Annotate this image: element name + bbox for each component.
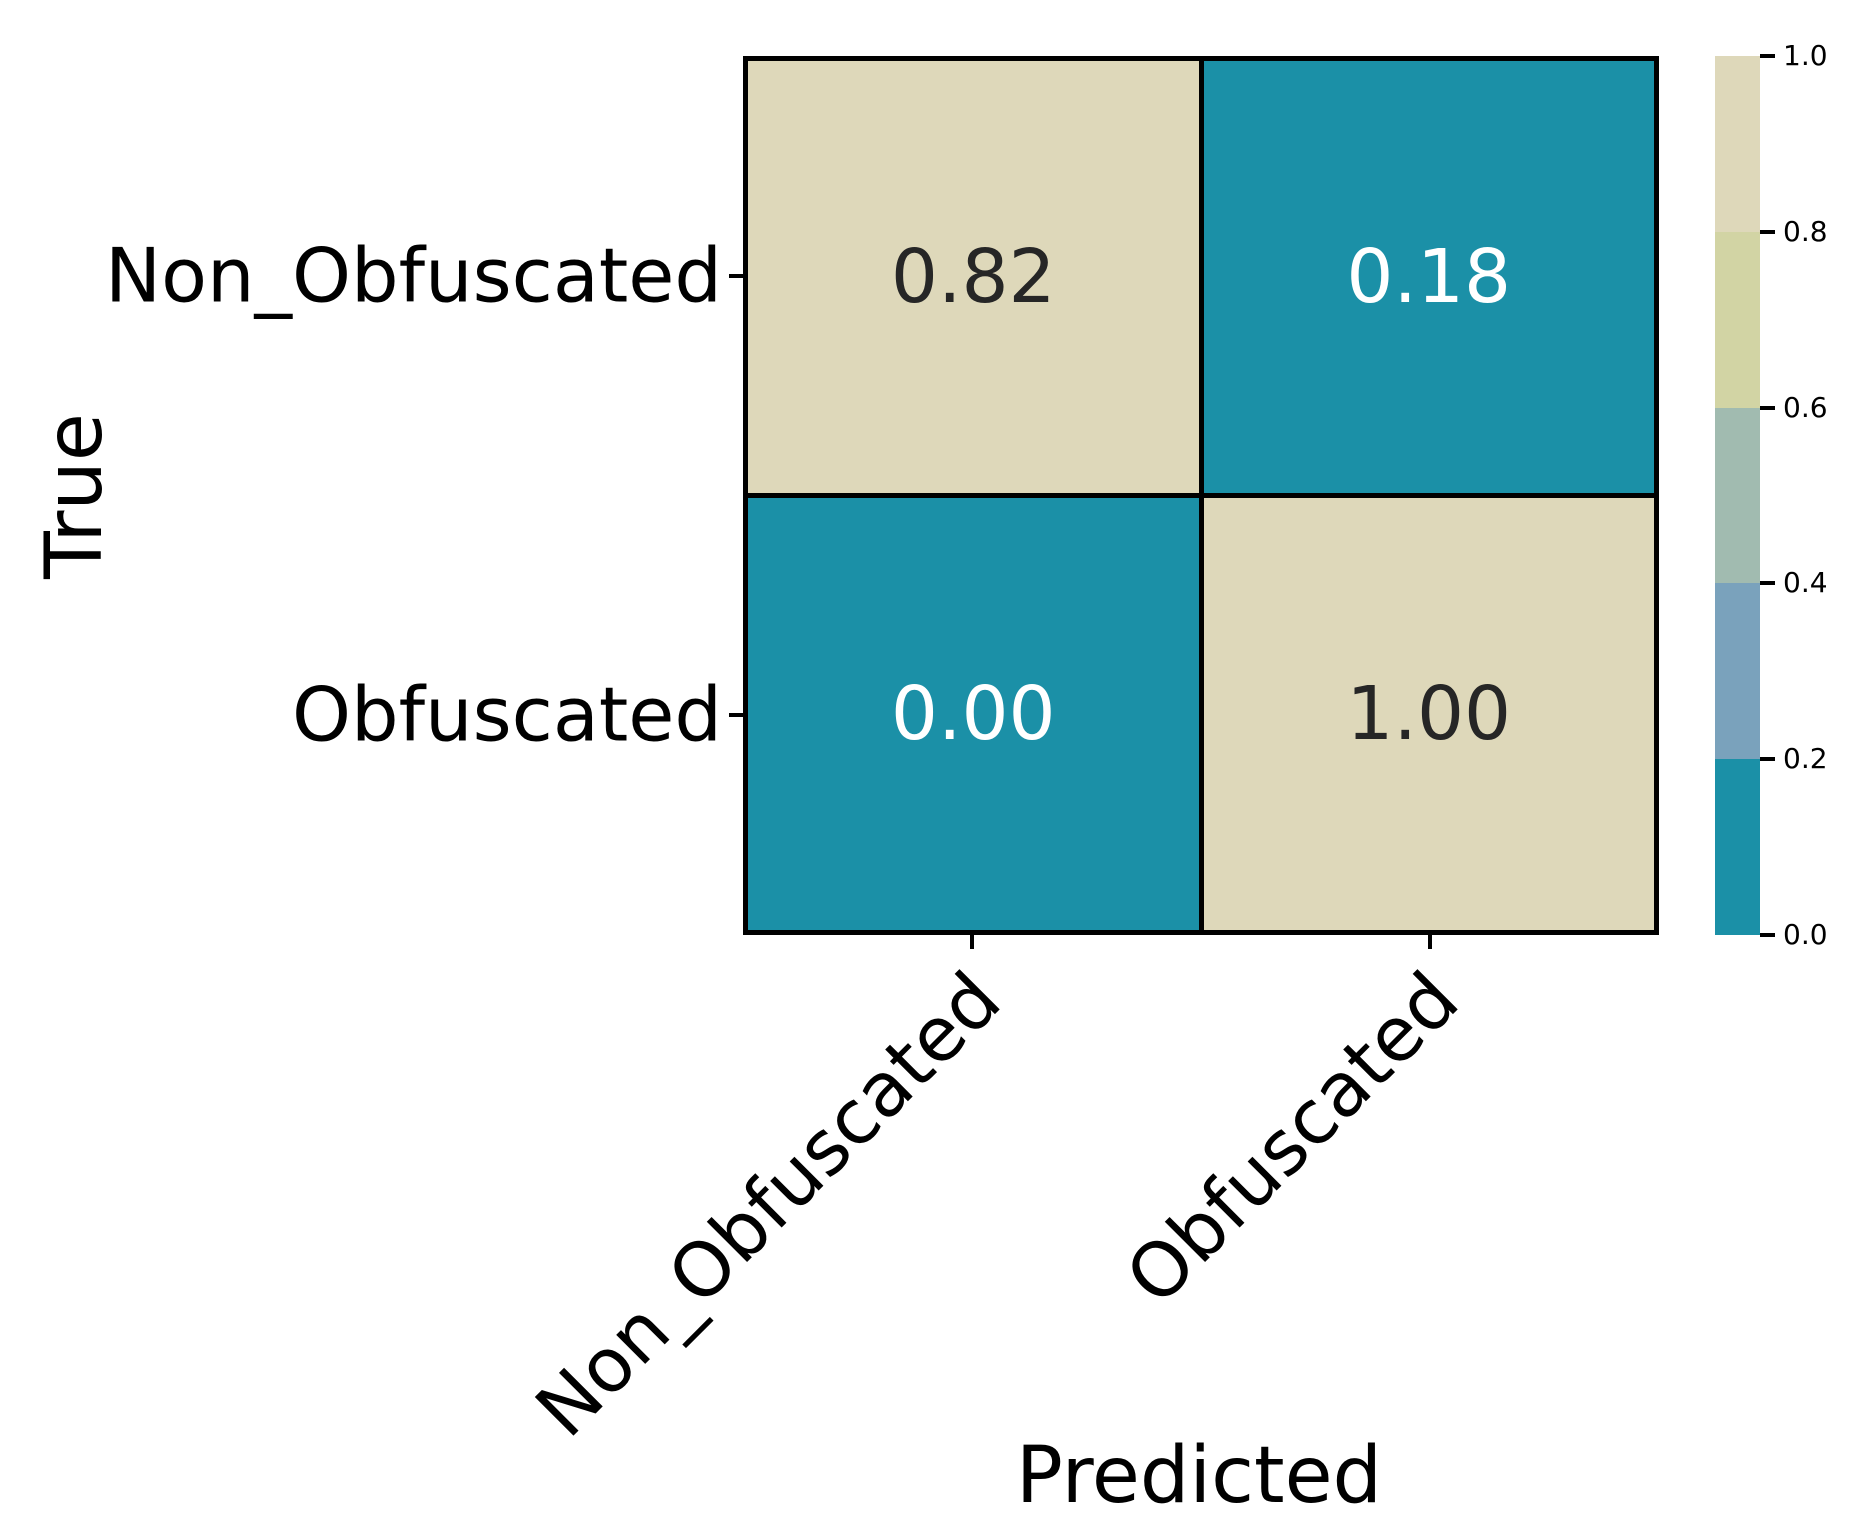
colorbar-tick-mark [1760, 230, 1775, 234]
colorbar-tick-label: 0.0 [1783, 918, 1828, 951]
y-tick-mark [729, 713, 743, 717]
colorbar-tick-label: 0.6 [1783, 391, 1828, 424]
heatmap-cell-true-nonobf-pred-nonobf: 0.82 [748, 61, 1199, 493]
colorbar-segment-0.4-0.6 [1715, 407, 1760, 584]
y-tick-label-non-obfuscated: Non_Obfuscated [104, 231, 722, 320]
colorbar-tick-mark [1760, 581, 1775, 585]
colorbar-tick-mark [1760, 54, 1775, 58]
colorbar-segment-0.2-0.4 [1715, 583, 1760, 760]
heatmap-cell-true-obf-pred-nonobf: 0.00 [748, 498, 1199, 930]
x-tick-mark [970, 935, 974, 949]
x-tick-label-obfuscated: Obfuscated [1108, 955, 1476, 1322]
heatmap-cell-true-nonobf-pred-obf: 0.18 [1203, 61, 1654, 493]
x-tick-label-non-obfuscated: Non_Obfuscated [518, 955, 1018, 1454]
y-tick-mark [729, 274, 743, 278]
colorbar-tick-label: 0.8 [1783, 215, 1828, 248]
colorbar [1715, 56, 1760, 935]
colorbar-tick-label: 0.2 [1783, 742, 1828, 775]
colorbar-tick-mark [1760, 757, 1775, 761]
y-axis-label: True [30, 413, 120, 579]
colorbar-tick-label: 0.4 [1783, 566, 1828, 599]
colorbar-tick-mark [1760, 406, 1775, 410]
x-axis-label: Predicted [1015, 1431, 1383, 1521]
colorbar-segment-0.8-1.0 [1715, 56, 1760, 232]
y-tick-label-obfuscated: Obfuscated [291, 670, 722, 759]
colorbar-tick-label: 1.0 [1783, 39, 1828, 72]
heatmap-grid: 0.82 0.18 0.00 1.00 [743, 56, 1659, 935]
x-tick-mark [1428, 935, 1432, 949]
heatmap-cell-true-obf-pred-obf: 1.00 [1203, 498, 1654, 930]
colorbar-tick-mark [1760, 933, 1775, 937]
colorbar-segment-0.6-0.8 [1715, 231, 1760, 408]
colorbar-segment-0.0-0.2 [1715, 759, 1760, 935]
